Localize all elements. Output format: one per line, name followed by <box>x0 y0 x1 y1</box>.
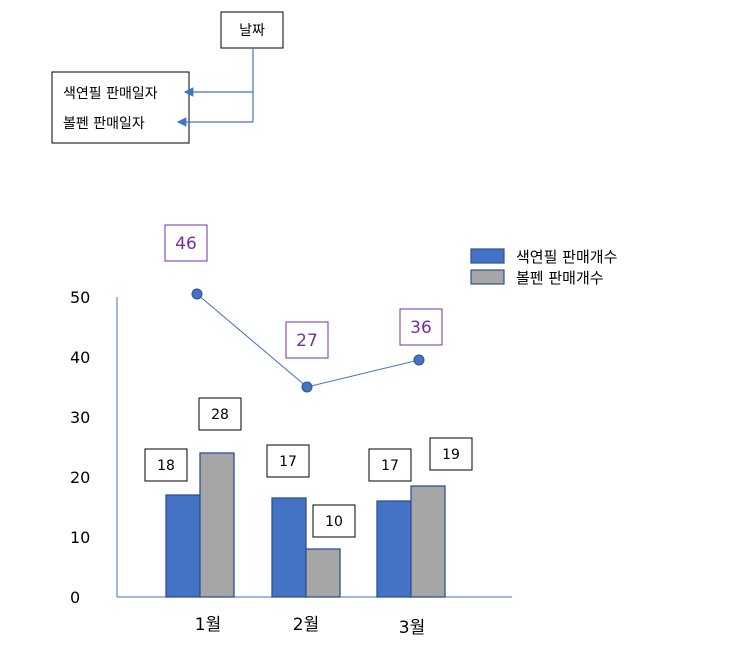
y-tick-label: 10 <box>70 528 90 547</box>
value-label: 19 <box>442 447 460 463</box>
value-label-box <box>368 448 412 482</box>
value-label: 10 <box>325 514 343 530</box>
line-label-box <box>285 321 329 359</box>
line-point-1 <box>191 288 203 300</box>
line-label-box <box>164 224 208 262</box>
value-label: 28 <box>211 407 229 423</box>
value-label-box <box>429 437 473 471</box>
date-box <box>220 11 284 49</box>
date-diagram: 날짜 색연필 판매일자 볼펜 판매일자 <box>51 11 284 144</box>
line-point-2 <box>301 381 313 393</box>
value-label-box <box>312 504 356 538</box>
y-tick-label: 50 <box>70 288 90 307</box>
line-label: 46 <box>175 234 197 254</box>
date-box-label: 날짜 <box>239 23 265 39</box>
y-tick-label: 30 <box>70 408 90 427</box>
legend-label: 볼펜 판매개수 <box>516 269 604 287</box>
x-tick-label: 2월 <box>293 615 319 635</box>
line-label: 27 <box>296 331 318 351</box>
bar-pen-2 <box>305 548 341 598</box>
legend-label: 색연필 판매개수 <box>516 248 617 266</box>
bar-pencil-1 <box>165 494 201 598</box>
bar-pencil-2 <box>271 497 307 598</box>
y-tick-label: 0 <box>70 588 80 607</box>
value-label: 17 <box>381 458 399 474</box>
y-tick-label: 40 <box>70 348 90 367</box>
pencil-date-label: 색연필 판매일자 <box>63 86 158 102</box>
target-box <box>51 71 190 144</box>
value-label-box <box>198 397 242 431</box>
y-tick-label: 20 <box>70 468 90 487</box>
value-label: 17 <box>279 454 297 470</box>
value-label-box <box>144 448 188 482</box>
line-point-3 <box>413 354 425 366</box>
x-tick-label: 3월 <box>399 618 425 638</box>
bar-pencil-3 <box>376 500 412 598</box>
bar-pen-1 <box>199 452 235 598</box>
value-label-box <box>266 444 310 478</box>
bar-pen-3 <box>410 485 446 598</box>
value-label: 18 <box>157 458 175 474</box>
x-tick-label: 1월 <box>195 615 221 635</box>
legend-swatch <box>470 248 505 264</box>
pen-date-label: 볼펜 판매일자 <box>63 116 145 132</box>
line-label: 36 <box>410 318 432 338</box>
legend-swatch <box>470 269 505 285</box>
line-label-box <box>399 308 443 346</box>
chart-area: 0 10 20 30 40 50 18 17 17 28 10 19 46 27 36 1월 2월 3월 색… <box>70 224 617 638</box>
